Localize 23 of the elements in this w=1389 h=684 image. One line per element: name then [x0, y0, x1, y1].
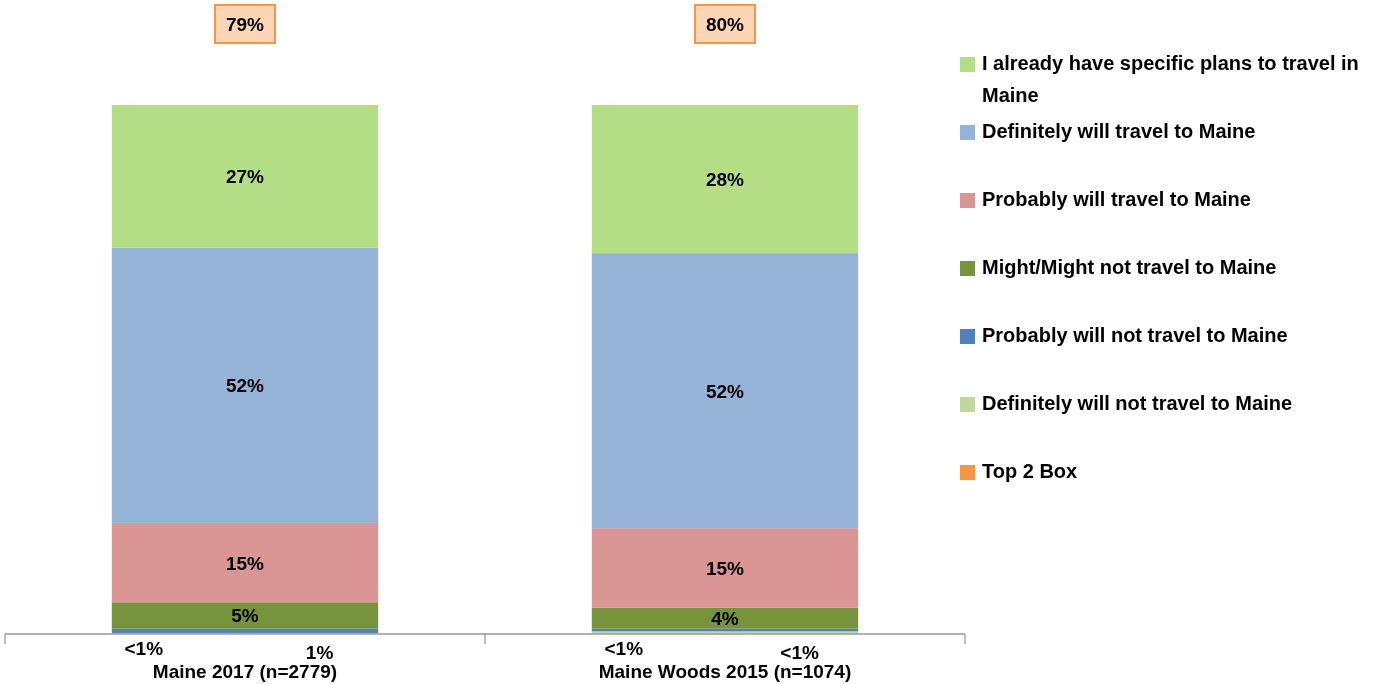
- data-label: 4%: [711, 608, 739, 630]
- text: 80%: [705, 14, 745, 35]
- legend-label: Probably will travel to Maine: [982, 188, 1251, 210]
- data-label: 15%: [225, 552, 265, 574]
- data-label: 52%: [705, 380, 745, 402]
- data-label: 52%: [225, 375, 265, 397]
- data-label: 27%: [225, 166, 265, 188]
- data-label: <1%: [124, 638, 164, 659]
- legend-label: Might/Might not travel to Maine: [982, 256, 1277, 278]
- legend-label: I already have specific plans to travel in Maine: [982, 52, 1359, 106]
- data-label: 28%: [705, 169, 745, 191]
- data-label: <1%: [780, 642, 819, 663]
- x-tick-label: Maine 2017 (n=2779): [152, 661, 338, 682]
- legend-label: Probably will not travel to Maine: [982, 324, 1288, 346]
- legend-label: Definitely will not travel to Maine: [982, 392, 1293, 414]
- data-label: 5%: [231, 605, 259, 627]
- text: 79%: [225, 14, 265, 35]
- data-label: <1%: [604, 638, 644, 659]
- legend-label: Top 2 Box: [982, 460, 1078, 482]
- legend-label: Definitely will travel to Maine: [982, 120, 1256, 142]
- x-tick-label: Maine Woods 2015 (n=1074): [598, 661, 852, 682]
- data-label: 1%: [305, 642, 334, 663]
- data-label: 15%: [705, 557, 745, 579]
